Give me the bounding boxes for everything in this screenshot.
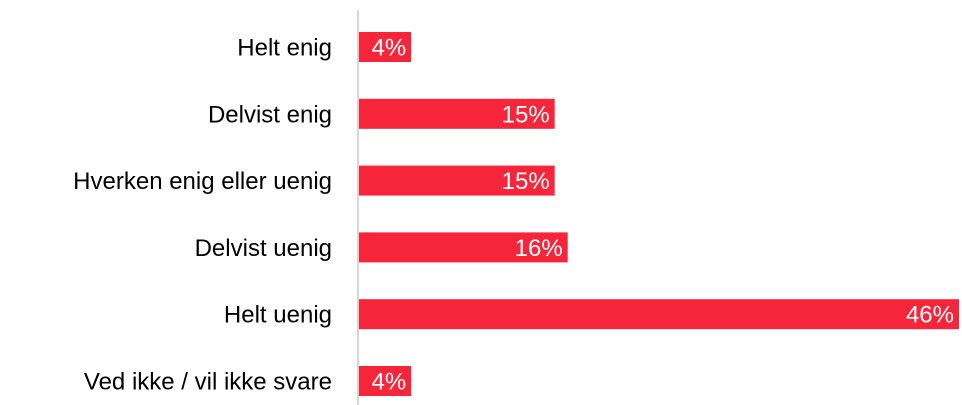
value-label: 4% xyxy=(372,369,407,396)
bar xyxy=(359,366,412,396)
value-label: 15% xyxy=(502,101,550,128)
value-label: 46% xyxy=(906,302,954,329)
labels-layer: Helt enig 4% Delvist enig 15% Hverken enig e… xyxy=(73,35,954,396)
bar xyxy=(359,32,412,62)
category-label: Ved ikke / vil ikke svare xyxy=(84,369,332,396)
bar xyxy=(359,299,959,330)
bar xyxy=(359,98,555,129)
category-label: Helt enig xyxy=(237,35,332,62)
bar xyxy=(359,232,568,263)
bars-layer xyxy=(359,32,959,396)
category-label: Hverken enig eller uenig xyxy=(73,168,332,195)
bar xyxy=(359,165,555,196)
value-label: 4% xyxy=(372,35,407,62)
value-label: 15% xyxy=(502,168,550,195)
value-label: 16% xyxy=(515,235,563,262)
category-label: Delvist uenig xyxy=(195,235,332,262)
category-label: Delvist enig xyxy=(208,101,332,128)
category-label: Helt uenig xyxy=(224,302,332,329)
